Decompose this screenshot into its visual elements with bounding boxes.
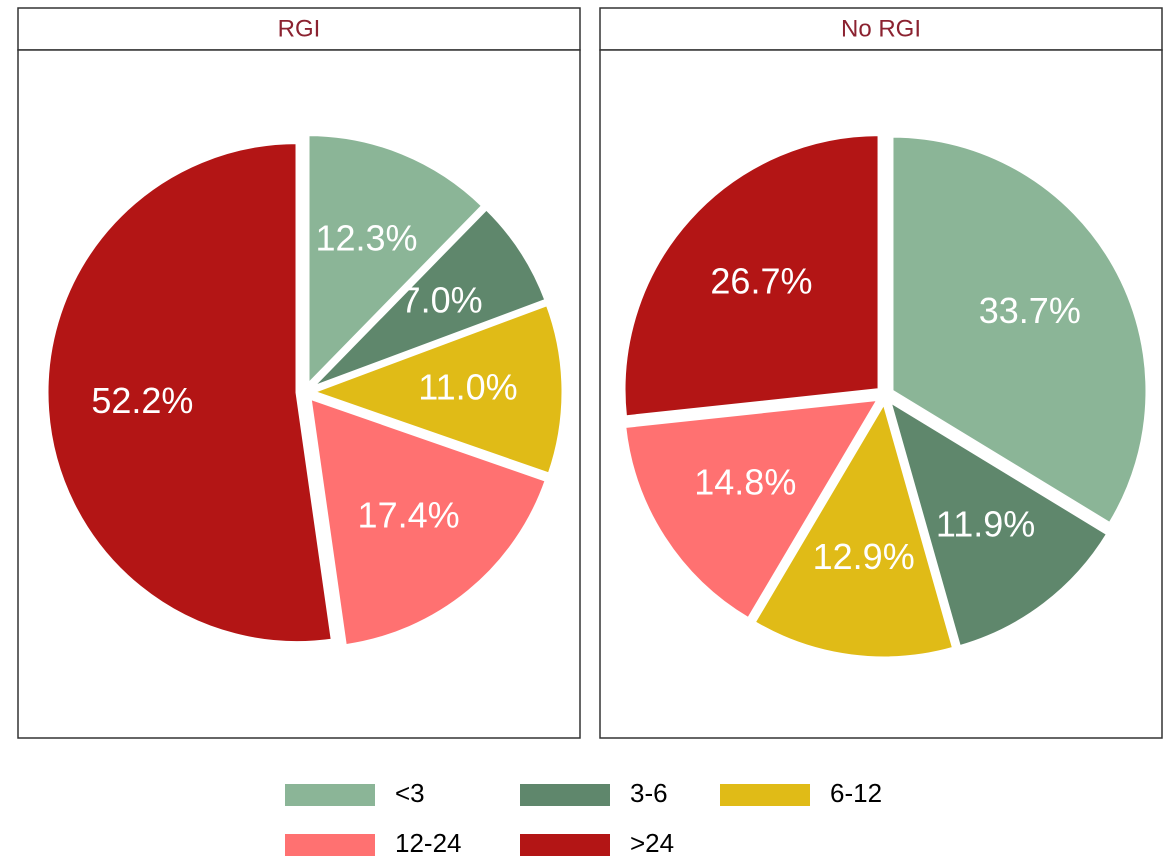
legend-swatch bbox=[720, 784, 810, 806]
legend-label: 6-12 bbox=[830, 778, 882, 808]
pie-slice bbox=[752, 399, 956, 660]
data-label: 12.3% bbox=[315, 218, 417, 259]
legend-swatch bbox=[285, 834, 375, 856]
panel-title: RGI bbox=[278, 15, 321, 42]
pie-slice bbox=[622, 133, 881, 419]
pie-slice bbox=[887, 398, 1110, 649]
pie-slice bbox=[310, 206, 548, 390]
pie-slice bbox=[623, 397, 882, 621]
data-label: 52.2% bbox=[91, 380, 193, 421]
data-label: 33.7% bbox=[979, 290, 1081, 331]
panel-header bbox=[599, 7, 1163, 51]
data-label: 14.8% bbox=[694, 461, 796, 502]
data-label: 17.4% bbox=[358, 494, 460, 535]
pie-slice bbox=[890, 134, 1149, 526]
panel-title: No RGI bbox=[841, 15, 921, 42]
pie-slice bbox=[45, 141, 334, 645]
data-label: 11.9% bbox=[936, 504, 1035, 545]
legend-label: 3-6 bbox=[630, 778, 668, 808]
pie-slice bbox=[306, 133, 485, 389]
data-label: 26.7% bbox=[710, 261, 812, 302]
legend-label: <3 bbox=[395, 778, 425, 808]
panel-header bbox=[17, 7, 581, 51]
data-label: 7.0% bbox=[401, 280, 483, 321]
data-label: 12.9% bbox=[813, 536, 915, 577]
legend-swatch bbox=[285, 784, 375, 806]
data-label: 11.0% bbox=[418, 367, 517, 408]
legend-swatch bbox=[520, 784, 610, 806]
pie-slice bbox=[308, 395, 549, 648]
legend-label: >24 bbox=[630, 828, 674, 858]
pie-slice bbox=[308, 302, 565, 476]
legend-label: 12-24 bbox=[395, 828, 462, 858]
legend-swatch bbox=[520, 834, 610, 856]
